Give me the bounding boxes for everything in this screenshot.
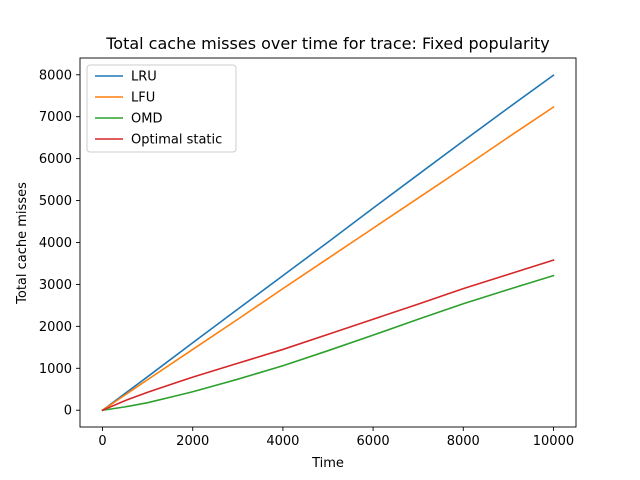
y-axis-label: Total cache misses — [15, 182, 30, 305]
y-tick-label: 8000 — [39, 68, 72, 83]
legend-box — [86, 64, 237, 153]
legend-label: OMD — [131, 112, 162, 127]
x-tick-label: 4000 — [266, 434, 299, 449]
y-tick-label: 5000 — [39, 194, 72, 209]
x-tick-label: 8000 — [447, 434, 480, 449]
plot-area: 0 2000 4000 6000 8000 10000 0 1000 2000 3000 4000 5… — [39, 57, 577, 449]
series-line-optimal-static — [101, 259, 555, 412]
y-tick-label: 7000 — [39, 110, 72, 125]
y-tick-label: 0 — [64, 404, 72, 419]
series-line-lfu — [101, 105, 555, 412]
y-tick-label: 2000 — [39, 320, 72, 335]
y-tick-label: 3000 — [39, 278, 72, 293]
chart-title: Total cache misses over time for trace: … — [105, 34, 550, 53]
y-tick-label: 6000 — [39, 152, 72, 167]
legend-label: Optimal static — [131, 133, 222, 148]
x-tick-label: 6000 — [357, 434, 390, 449]
y-tick-label: 4000 — [39, 236, 72, 251]
x-axis-label: Time — [311, 456, 344, 471]
series-line-lru — [101, 74, 555, 412]
x-tick-label: 0 — [98, 434, 106, 449]
legend-label: LFU — [131, 91, 155, 106]
legend: LRU LFU OMD Optimal static — [86, 64, 237, 153]
legend-label: LRU — [131, 70, 157, 85]
x-tick-label: 2000 — [176, 434, 209, 449]
series-line-omd — [101, 274, 555, 412]
y-tick-label: 1000 — [39, 362, 72, 377]
x-tick-label: 10000 — [533, 434, 574, 449]
